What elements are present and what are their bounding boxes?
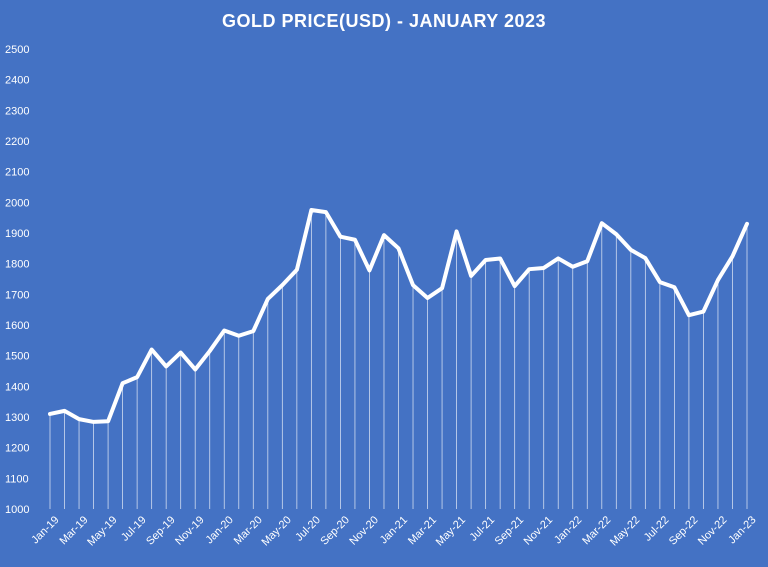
y-tick-label: 2300 <box>5 105 29 117</box>
data-point <box>527 267 531 271</box>
x-tick-label: Sep-20 <box>318 514 352 548</box>
y-tick-label: 2100 <box>5 167 29 179</box>
x-tick-label: Nov-20 <box>347 514 381 548</box>
y-tick-label: 1300 <box>5 412 29 424</box>
data-point <box>643 256 647 260</box>
x-tick-label: Sep-19 <box>144 514 178 548</box>
x-tick-label: Jan-23 <box>726 514 758 546</box>
data-point <box>382 233 386 237</box>
data-point <box>440 286 444 290</box>
data-point <box>251 329 255 333</box>
data-point <box>135 375 139 379</box>
data-point <box>77 417 81 421</box>
data-point <box>716 278 720 282</box>
data-point <box>498 256 502 260</box>
y-tick-label: 1400 <box>5 381 29 393</box>
drop-lines <box>49 210 748 509</box>
series-layer <box>48 208 749 424</box>
x-tick-label: Nov-22 <box>696 514 730 548</box>
y-tick-label: 1500 <box>5 351 29 363</box>
y-tick-label: 2400 <box>5 75 29 87</box>
y-tick-label: 2200 <box>5 136 29 148</box>
data-point <box>150 348 154 352</box>
data-point <box>556 256 560 260</box>
chart-title: GOLD PRICE(USD) - JANUARY 2023 <box>222 11 546 31</box>
x-tick-label: May-20 <box>259 514 293 548</box>
data-point <box>193 367 197 371</box>
data-point <box>455 229 459 233</box>
data-point <box>629 248 633 252</box>
y-tick-label: 2000 <box>5 197 29 209</box>
data-point <box>338 235 342 239</box>
data-point <box>92 420 96 424</box>
y-tick-label: 1800 <box>5 259 29 271</box>
x-tick-label: Nov-21 <box>522 514 556 548</box>
data-point <box>179 351 183 355</box>
data-point <box>411 283 415 287</box>
data-point <box>280 283 284 287</box>
data-point <box>745 222 749 226</box>
data-point <box>585 259 589 263</box>
x-tick-label: May-22 <box>608 514 642 548</box>
data-point <box>600 221 604 225</box>
data-point <box>513 284 517 288</box>
data-point <box>730 254 734 258</box>
x-tick-label: Sep-21 <box>493 514 527 548</box>
x-tick-label: Sep-22 <box>667 514 701 548</box>
y-tick-label: 1000 <box>5 504 29 516</box>
data-point <box>309 208 313 212</box>
y-tick-label: 2500 <box>5 44 29 56</box>
data-point <box>701 310 705 314</box>
data-point <box>237 334 241 338</box>
data-point <box>222 329 226 333</box>
data-point <box>48 412 52 416</box>
y-tick-label: 1600 <box>5 320 29 332</box>
data-point <box>542 266 546 270</box>
data-point <box>295 268 299 272</box>
data-point <box>397 246 400 250</box>
data-point <box>121 381 125 385</box>
data-point <box>353 238 357 242</box>
x-tick-label: Nov-19 <box>173 514 207 548</box>
data-point <box>672 285 676 289</box>
x-tick-label: Jan-19 <box>29 514 61 546</box>
data-point <box>106 419 110 423</box>
x-tick-label: Jan-20 <box>204 514 236 546</box>
data-point <box>208 349 212 353</box>
x-tick-label: May-21 <box>434 514 468 548</box>
data-point <box>614 232 618 236</box>
data-point <box>469 274 473 278</box>
x-tick-label: Mar-21 <box>406 514 439 547</box>
y-tick-label: 1700 <box>5 289 29 301</box>
data-point <box>658 280 662 284</box>
x-tick-label: Mar-22 <box>580 514 613 547</box>
x-tick-label: May-19 <box>85 514 119 548</box>
data-point <box>266 297 270 301</box>
data-point <box>367 268 371 272</box>
x-tick-label: Jan-21 <box>378 514 410 546</box>
y-axis: 1000 1100 1200 1300 1400 1500 1600 1700 1800 1900… <box>5 44 29 516</box>
data-point <box>426 296 430 300</box>
x-tick-label: Mar-20 <box>232 514 265 547</box>
data-point <box>484 258 488 262</box>
y-tick-label: 1200 <box>5 443 29 455</box>
x-tick-label: Mar-19 <box>57 514 90 547</box>
data-point <box>571 265 575 269</box>
data-point <box>164 364 168 368</box>
data-point <box>687 313 691 317</box>
y-tick-label: 1900 <box>5 228 29 240</box>
data-point <box>324 210 328 214</box>
x-tick-label: Jan-22 <box>552 514 584 546</box>
data-point <box>63 409 67 413</box>
y-tick-label: 1100 <box>5 473 29 485</box>
